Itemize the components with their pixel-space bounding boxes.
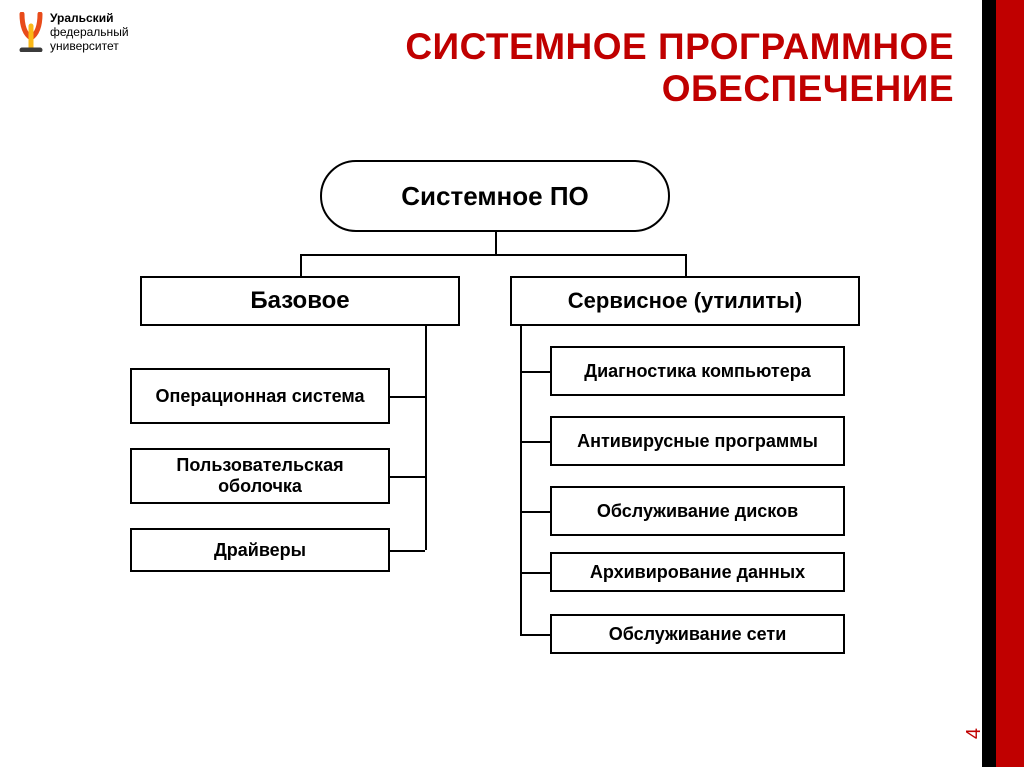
connector-line	[495, 232, 497, 254]
connector-line	[390, 550, 425, 552]
category-node-service: Сервисное (утилиты)	[510, 276, 860, 326]
logo-line2: федеральный	[50, 26, 129, 40]
connector-line	[300, 254, 685, 256]
service-child-3: Архивирование данных	[550, 552, 845, 592]
service-child-2: Обслуживание дисков	[550, 486, 845, 536]
page-number: 4	[963, 728, 986, 739]
connector-line	[685, 254, 687, 276]
basic-child-1: Пользовательская оболочка	[130, 448, 390, 504]
connector-line	[390, 476, 425, 478]
connector-line	[520, 441, 550, 443]
service-child-0: Диагностика компьютера	[550, 346, 845, 396]
connector-line	[300, 254, 302, 276]
basic-child-0: Операционная система	[130, 368, 390, 424]
university-logo: Уральский федеральный университет	[18, 12, 129, 53]
slide: Уральский федеральный университет СИСТЕМ…	[0, 0, 1024, 767]
connector-line	[520, 634, 550, 636]
connector-line	[520, 371, 550, 373]
hierarchy-diagram: Системное ПО Базовое Сервисное (утилиты) Оп…	[90, 160, 950, 720]
service-child-1: Антивирусные программы	[550, 416, 845, 466]
logo-line3: университет	[50, 40, 129, 54]
connector-line	[520, 511, 550, 513]
connector-line	[425, 326, 427, 550]
connector-line	[390, 396, 425, 398]
root-node: Системное ПО	[320, 160, 670, 232]
logo-line1: Уральский	[50, 12, 129, 26]
black-sidebar	[982, 0, 996, 767]
service-child-4: Обслуживание сети	[550, 614, 845, 654]
red-sidebar	[996, 0, 1024, 767]
slide-title: СИСТЕМНОЕ ПРОГРАММНОЕОБЕСПЕЧЕНИЕ	[405, 26, 954, 110]
connector-line	[520, 572, 550, 574]
logo-mark-icon	[18, 12, 44, 52]
basic-child-2: Драйверы	[130, 528, 390, 572]
category-node-basic: Базовое	[140, 276, 460, 326]
logo-text: Уральский федеральный университет	[50, 12, 129, 53]
